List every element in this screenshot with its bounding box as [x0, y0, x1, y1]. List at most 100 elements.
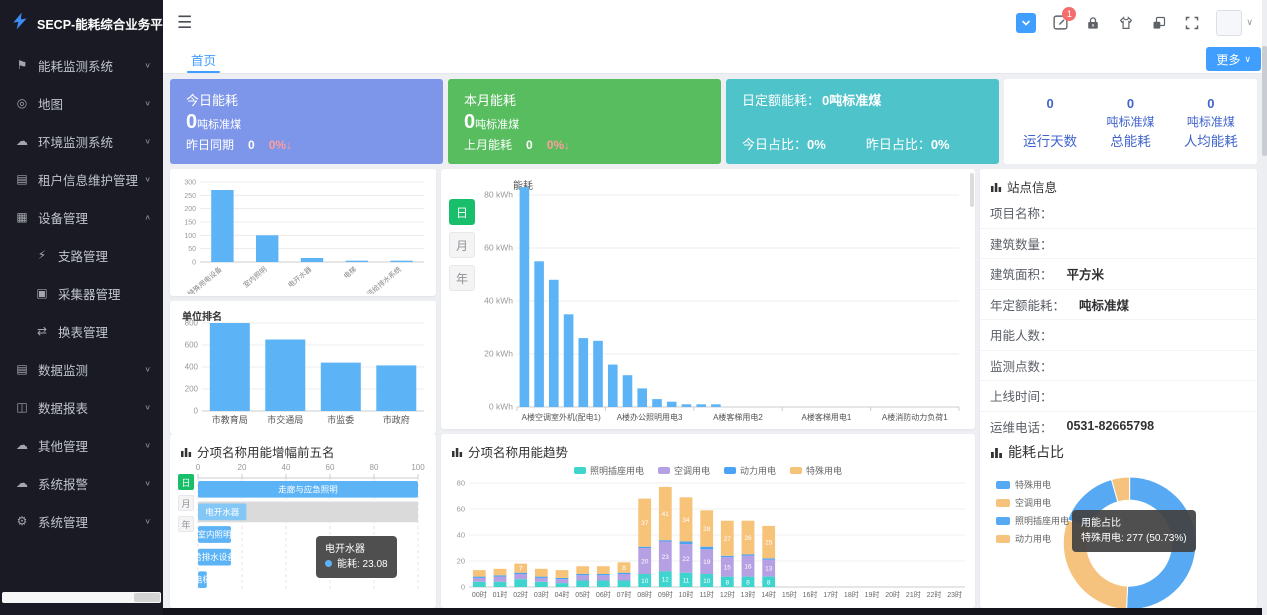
- map-pin-icon: ◎: [16, 96, 28, 110]
- svg-text:市监委: 市监委: [327, 414, 354, 425]
- chart-title: 能耗: [513, 181, 533, 193]
- data-monitor-icon: ▤: [16, 362, 28, 376]
- sidebar-item-0[interactable]: ⚑ 能耗监测系统 ∨: [0, 46, 163, 84]
- svg-text:10: 10: [641, 578, 649, 585]
- energy-main-chart[interactable]: 0 kWh 20 kWh 40 kWh 60 kWh 80 kWh A楼空调室外机(配电1…: [475, 187, 963, 425]
- page-vertical-scrollbar[interactable]: [1262, 0, 1267, 615]
- sidebar-item-1[interactable]: ◎ 地图 ∨: [0, 84, 163, 122]
- period-day-button[interactable]: 日: [178, 474, 194, 491]
- edit-note-icon[interactable]: 1: [1051, 6, 1077, 32]
- svg-text:25: 25: [765, 540, 773, 547]
- period-day-button[interactable]: 日: [449, 199, 475, 226]
- svg-text:40: 40: [457, 531, 465, 540]
- panel-energy-share: 能耗占比 特殊用电 空调用电 照明插座用电 动力用电 用能占比 特殊用电: 277 (…: [980, 434, 1257, 611]
- legend-item[interactable]: 动力用电: [724, 464, 776, 477]
- svg-text:市交通局: 市交通局: [267, 414, 303, 425]
- chart-scrollbar[interactable]: [970, 173, 974, 425]
- sidebar-item-9[interactable]: ⚙ 系统管理 ∨: [0, 502, 163, 540]
- unit-ranking-chart[interactable]: 0 200 400 600 800 市教育局 市交通局 市监委 市政府: [172, 305, 432, 432]
- svg-text:34: 34: [682, 517, 690, 524]
- trend-legend[interactable]: 照明插座用电 空调用电 动力用电 特殊用电: [441, 463, 975, 477]
- dashboard-content: 今日能耗 0吨标准煤 昨日同期 0 0%↓ 本月能耗 0吨标准煤 上月能耗 0 0%↓ …: [163, 74, 1262, 611]
- svg-text:0: 0: [196, 463, 201, 472]
- legend-item[interactable]: 空调用电: [657, 464, 710, 477]
- svg-text:09时: 09时: [658, 590, 673, 599]
- theme-shirt-icon[interactable]: [1117, 14, 1135, 32]
- svg-text:100: 100: [411, 463, 425, 472]
- site-info-row: 上线时间：: [980, 381, 1257, 412]
- svg-text:20 kWh: 20 kWh: [484, 349, 513, 359]
- report-icon: ◫: [16, 400, 28, 414]
- svg-text:00时: 00时: [472, 590, 487, 599]
- copy-icon[interactable]: [1150, 14, 1168, 32]
- tab-home[interactable]: 首页: [183, 45, 224, 73]
- sidebar-item-2[interactable]: ☁ 环境监测系统 ∨: [16, 134, 151, 150]
- sidebar-item-3[interactable]: ▤ 租户信息维护管理 ∨: [0, 160, 163, 198]
- more-button[interactable]: 更多 ∨: [1206, 47, 1261, 71]
- legend-item[interactable]: 空调用电: [996, 496, 1069, 509]
- svg-text:60 kWh: 60 kWh: [484, 243, 513, 253]
- period-year-button[interactable]: 年: [449, 265, 475, 292]
- sidebar-item-6[interactable]: ◫ 数据报表 ∨: [0, 388, 163, 426]
- legend-item[interactable]: 特殊用电: [790, 464, 842, 477]
- legend-item[interactable]: 特殊用电: [996, 478, 1069, 491]
- card-daily-quota: 日定额能耗： 0吨标准煤 今日占比：0% 昨日占比：0%: [726, 79, 999, 165]
- period-year-button[interactable]: 年: [178, 516, 194, 533]
- site-info-row: 年定额能耗： 吨标准煤: [980, 290, 1257, 321]
- svg-text:电开水器: 电开水器: [286, 265, 313, 290]
- device-icon: ▦: [16, 210, 28, 224]
- period-month-button[interactable]: 月: [178, 495, 194, 512]
- svg-text:20: 20: [457, 557, 465, 566]
- donut-legend[interactable]: 特殊用电空调用电照明插座用电 动力用电: [996, 478, 1069, 545]
- sidebar-horizontal-scrollbar[interactable]: [2, 592, 161, 603]
- chevron-down-icon: ∨: [144, 60, 151, 69]
- lock-icon[interactable]: [1084, 14, 1102, 32]
- svg-text:400: 400: [185, 363, 199, 372]
- sidebar-nav: ⚑ 能耗监测系统 ∨ ◎ 地图 ∨ ☁ 环境监测系统 ∨ ▤ 租户信息维护管理 ∨ ▦ 设备管理 ∧ ⚡ 支路管…: [0, 46, 163, 540]
- layout-toggle-icon[interactable]: [1016, 12, 1037, 33]
- svg-text:40: 40: [282, 463, 291, 472]
- sidebar-item-8[interactable]: ☁ 系统报警 ∨: [16, 476, 151, 492]
- legend-item[interactable]: 照明插座用电: [996, 514, 1069, 527]
- period-month-button[interactable]: 月: [449, 232, 475, 259]
- chevron-down-icon: ∨: [144, 516, 151, 525]
- svg-text:80 kWh: 80 kWh: [484, 190, 513, 200]
- sidebar-item-5[interactable]: ▤ 数据监测 ∨: [0, 350, 163, 388]
- chevron-down-icon: ∨: [144, 440, 151, 449]
- svg-text:07时: 07时: [617, 590, 632, 599]
- svg-text:A楼办公照明用电3: A楼办公照明用电3: [617, 412, 683, 422]
- chevron-down-icon: ∨: [144, 136, 151, 145]
- panel-title: 分项名称用能增幅前五名: [170, 434, 436, 463]
- sidebar-subitem-4-2[interactable]: ⇄ 换表管理: [0, 312, 163, 350]
- growth-top5-chart[interactable]: 0 20 40 60 80 100 走廊与应急照明 电开水器 室内照明 给排水设备 电梯: [193, 460, 430, 602]
- chart-title: 单位排名: [182, 312, 222, 324]
- stat-per-capita: 0 吨标准煤 人均能耗: [1183, 96, 1238, 150]
- user-menu[interactable]: ∨: [1216, 9, 1253, 36]
- usage-trend-chart[interactable]: 0 20 40 60 80 00时 01时 7 02时 03时 04时 05时 06时 8 07时 10 20 3…: [445, 477, 971, 606]
- legend-item[interactable]: 照明插座用电: [573, 464, 644, 477]
- chevron-down-icon: ∨: [144, 98, 151, 107]
- sidebar-item-7[interactable]: ☁ 其他管理 ∨: [16, 438, 151, 454]
- card-today-energy: 今日能耗 0吨标准煤 昨日同期 0 0%↓: [170, 79, 443, 165]
- svg-text:11: 11: [683, 577, 690, 584]
- svg-text:08时: 08时: [637, 590, 652, 599]
- sidebar-subitem-4-0[interactable]: ⚡ 支路管理: [0, 236, 163, 274]
- hamburger-menu-icon[interactable]: ☰: [177, 12, 193, 32]
- svg-text:20时: 20时: [885, 590, 900, 599]
- subitem-bar-chart[interactable]: 0 50 100 150 200 250 300 特殊用电设备 室内照明 电开水器 电梯 生活给排水系…: [172, 174, 432, 303]
- svg-text:60: 60: [457, 505, 465, 514]
- svg-text:21时: 21时: [906, 590, 921, 599]
- sidebar-item-4[interactable]: ▦ 设备管理 ∧: [0, 198, 163, 236]
- avatar[interactable]: [1216, 9, 1243, 36]
- sidebar-subitem-4-1[interactable]: ▣ 采集器管理: [0, 274, 163, 312]
- fullscreen-icon[interactable]: [1183, 14, 1201, 32]
- svg-text:150: 150: [184, 220, 196, 227]
- svg-text:市教育局: 市教育局: [212, 414, 248, 425]
- svg-text:0: 0: [192, 260, 196, 267]
- bar-chart-icon: [452, 447, 463, 457]
- panel-title: 能耗占比: [980, 434, 1257, 464]
- panel-energy-main: 日 月 年 能耗 0 kWh 20 kWh 40 kWh 60 kWh 80 kWh A楼…: [441, 169, 975, 430]
- svg-text:23: 23: [662, 554, 670, 561]
- cloud-icon: ☁: [16, 134, 28, 148]
- legend-item[interactable]: 动力用电: [996, 532, 1069, 545]
